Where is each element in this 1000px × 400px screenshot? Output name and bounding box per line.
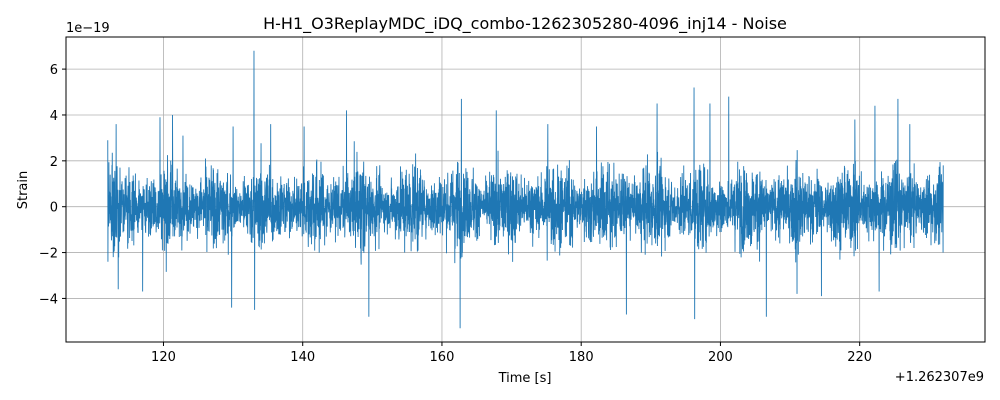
chart-title: H-H1_O3ReplayMDC_iDQ_combo-1262305280-40… xyxy=(263,14,787,34)
tick-labels: 120 140 160 180 200 220 −4 −2 0 2 4 6 xyxy=(39,63,872,365)
x-tick-label: 220 xyxy=(847,350,872,365)
y-tick-label: 0 xyxy=(50,201,58,216)
y-tick-label: 4 xyxy=(50,109,58,124)
strain-series-line xyxy=(107,50,944,329)
x-tick-label: 160 xyxy=(430,350,455,365)
y-tick-label: 6 xyxy=(50,63,58,78)
y-scale-label: 1e−19 xyxy=(66,21,110,36)
x-offset-label: +1.262307e9 xyxy=(895,370,984,385)
y-tick-label: 2 xyxy=(50,155,58,170)
x-tick-label: 140 xyxy=(290,350,315,365)
y-tick-label: −2 xyxy=(39,247,58,262)
x-tick-label: 200 xyxy=(708,350,733,365)
y-tick-label: −4 xyxy=(39,292,58,307)
x-tick-label: 180 xyxy=(569,350,594,365)
x-tick-label: 120 xyxy=(151,350,176,365)
axes-frame xyxy=(65,36,986,343)
axes xyxy=(62,36,986,346)
plot-area xyxy=(107,50,944,329)
x-axis-label: Time [s] xyxy=(498,371,552,386)
y-axis-label: Strain xyxy=(16,171,31,210)
